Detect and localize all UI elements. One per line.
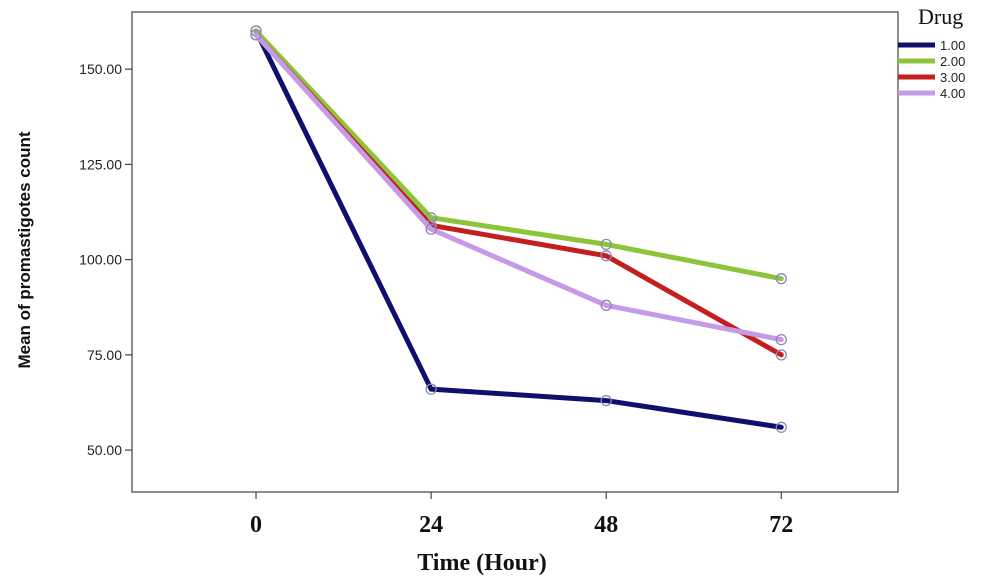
y-tick-label: 100.00 [79,252,122,268]
data-point [600,250,612,262]
x-axis-label: Time (Hour) [417,550,547,576]
y-axis-label: Mean of promastigotes count [15,131,34,368]
y-tick-label: 125.00 [79,156,122,172]
data-point [600,238,612,251]
plot-area [131,11,899,493]
x-tick-label: 48 [594,512,618,538]
legend-label: 4.00 [940,86,965,101]
x-tick-label: 72 [769,512,793,538]
y-tick-label: 50.00 [87,442,122,458]
legend: Drug 1.002.003.004.00 [898,4,965,101]
legend-label: 2.00 [940,54,965,69]
data-point [425,223,437,235]
data-point [775,421,787,433]
x-tick-label: 0 [250,512,262,538]
data-point [600,299,612,311]
data-point [250,29,262,41]
legend-title: Drug [918,4,963,29]
legend-label: 1.00 [940,38,965,53]
y-tick-label: 150.00 [79,61,122,77]
series-line [253,32,784,343]
legend-label: 3.00 [940,70,965,85]
series-line [253,28,784,430]
data-point [600,394,612,407]
x-axis: 0 24 48 72 [250,492,793,538]
data-point [775,273,787,285]
data-point [775,349,787,361]
data-point [775,333,787,346]
series-4.00 [250,29,787,346]
x-tick-label: 24 [419,512,443,538]
series-line [253,28,784,282]
series-layer [250,25,787,433]
y-tick-label: 75.00 [87,347,122,363]
y-axis: 50.00 75.00 100.00 125.00 150.00 [79,61,132,458]
data-point [425,383,437,395]
